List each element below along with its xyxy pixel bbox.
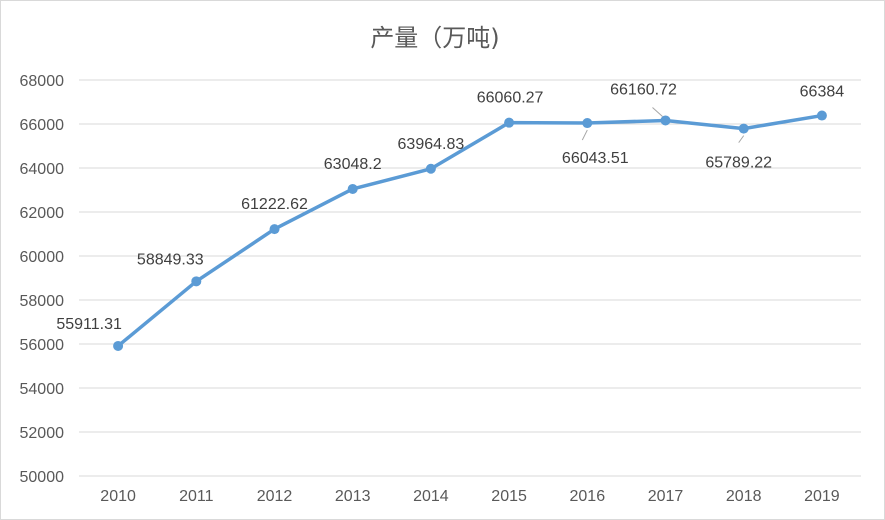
y-tick-label: 50000 xyxy=(20,469,65,486)
gridlines xyxy=(79,79,861,477)
leader-line xyxy=(581,129,588,141)
x-tick-label: 2011 xyxy=(179,488,214,505)
y-tick-label: 56000 xyxy=(20,337,65,354)
data-point xyxy=(582,118,593,129)
x-axis-ticks: 2010 2011 2012 2013 2014 2015 2016 2017 2018 2019 xyxy=(100,488,839,505)
data-label: 55911.31 xyxy=(56,316,122,333)
data-point xyxy=(738,123,749,134)
y-tick-label: 54000 xyxy=(20,381,65,398)
data-point xyxy=(660,115,671,126)
data-point xyxy=(816,110,827,121)
data-label: 63964.83 xyxy=(398,136,465,153)
y-tick-label: 66000 xyxy=(20,117,65,134)
data-point xyxy=(347,183,358,194)
data-point xyxy=(504,117,515,128)
data-label: 66043.51 xyxy=(562,150,629,167)
y-tick-label: 60000 xyxy=(20,249,65,266)
series-line xyxy=(116,113,824,348)
data-label: 66160.72 xyxy=(610,81,677,98)
x-tick-label: 2017 xyxy=(648,488,684,505)
y-tick-label: 58000 xyxy=(20,293,65,310)
x-tick-label: 2019 xyxy=(804,488,840,505)
x-tick-label: 2013 xyxy=(335,488,371,505)
y-tick-label: 52000 xyxy=(20,425,65,442)
data-point xyxy=(113,340,124,351)
data-label: 65789.22 xyxy=(705,155,772,172)
x-tick-label: 2012 xyxy=(257,488,293,505)
data-label: 66060.27 xyxy=(477,90,544,107)
x-tick-label: 2016 xyxy=(570,488,606,505)
leader-line xyxy=(738,135,745,143)
y-tick-label: 62000 xyxy=(20,205,65,222)
data-labels: 55911.31 58849.33 61222.62 63048.2 63964.83 6… xyxy=(56,81,844,332)
x-tick-label: 2010 xyxy=(100,488,136,505)
x-tick-label: 2014 xyxy=(413,488,449,505)
x-tick-label: 2018 xyxy=(726,488,762,505)
data-point xyxy=(269,224,280,235)
y-axis-ticks: 50000 52000 54000 56000 58000 60000 62000 64000… xyxy=(20,73,65,486)
data-label: 66384 xyxy=(800,84,845,101)
data-label: 63048.2 xyxy=(324,156,382,173)
leader-line xyxy=(652,107,663,117)
data-point xyxy=(191,276,202,287)
data-point xyxy=(425,163,436,174)
series xyxy=(113,110,827,351)
x-tick-label: 2015 xyxy=(491,488,527,505)
y-tick-label: 68000 xyxy=(20,73,65,90)
data-label: 58849.33 xyxy=(137,251,204,268)
chart-title: 产量（万吨) xyxy=(370,24,499,52)
y-tick-label: 64000 xyxy=(20,161,65,178)
data-label: 61222.62 xyxy=(241,196,308,213)
